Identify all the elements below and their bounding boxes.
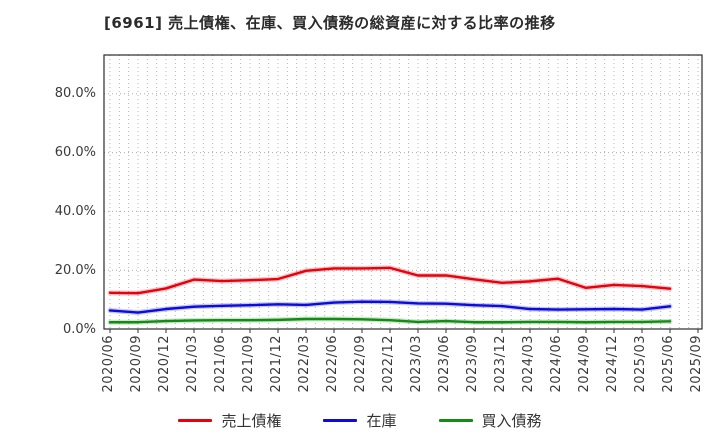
legend-swatch: [178, 419, 213, 422]
legend-label: 在庫: [366, 412, 397, 430]
y-tick-label: 80.0%: [54, 86, 96, 102]
legend-label: 買入債務: [481, 412, 542, 430]
chart-title: [6961] 売上債権、在庫、買入債務の総資産に対する比率の推移: [104, 14, 556, 32]
y-tick-label: 60.0%: [54, 145, 96, 161]
x-tick-label: 2022/03: [297, 335, 312, 393]
x-tick-label: 2023/06: [437, 335, 452, 393]
x-tick-label: 2023/09: [465, 335, 480, 393]
x-tick-label: 2024/06: [549, 335, 564, 393]
series-line-sales-receivables: [107, 265, 673, 296]
x-tick-label: 2025/09: [689, 335, 704, 393]
legend-item-inventory: 在庫: [323, 410, 397, 431]
x-tick-label: 2025/03: [633, 335, 648, 393]
legend-swatch: [438, 419, 473, 422]
y-tick-label: 0.0%: [62, 321, 96, 337]
legend-label: 売上債権: [221, 412, 282, 430]
x-tick-label: 2021/12: [269, 335, 284, 393]
gridlines: [104, 55, 702, 329]
series-line-payables: [107, 316, 673, 325]
x-tick-label: 2021/09: [241, 335, 256, 393]
y-tick-label: 20.0%: [54, 262, 96, 278]
series-line-inventory: [107, 299, 673, 316]
x-tick-label: 2023/12: [493, 335, 508, 393]
x-tick-marks: [109, 329, 699, 333]
x-tick-label: 2023/03: [409, 335, 424, 393]
y-tick-label: 40.0%: [54, 203, 96, 219]
x-tick-label: 2024/09: [577, 335, 592, 393]
plot-border: [103, 54, 703, 330]
x-tick-label: 2022/09: [353, 335, 368, 393]
legend-item-payables: 買入債務: [438, 410, 542, 431]
x-tick-label: 2021/03: [185, 335, 200, 393]
x-tick-label: 2020/09: [129, 335, 144, 393]
x-tick-label: 2020/12: [157, 335, 172, 393]
legend-item-sales-receivables: 売上債権: [178, 410, 281, 431]
x-tick-label: 2024/03: [521, 335, 536, 393]
legend: 売上債権 在庫 買入債務: [0, 410, 720, 431]
legend-swatch: [323, 419, 358, 422]
x-tick-label: 2020/06: [101, 335, 116, 393]
x-tick-label: 2022/06: [325, 335, 340, 393]
x-tick-label: 2024/12: [605, 335, 620, 393]
x-tick-label: 2025/06: [661, 335, 676, 393]
x-tick-label: 2021/06: [213, 335, 228, 393]
x-tick-label: 2022/12: [381, 335, 396, 393]
